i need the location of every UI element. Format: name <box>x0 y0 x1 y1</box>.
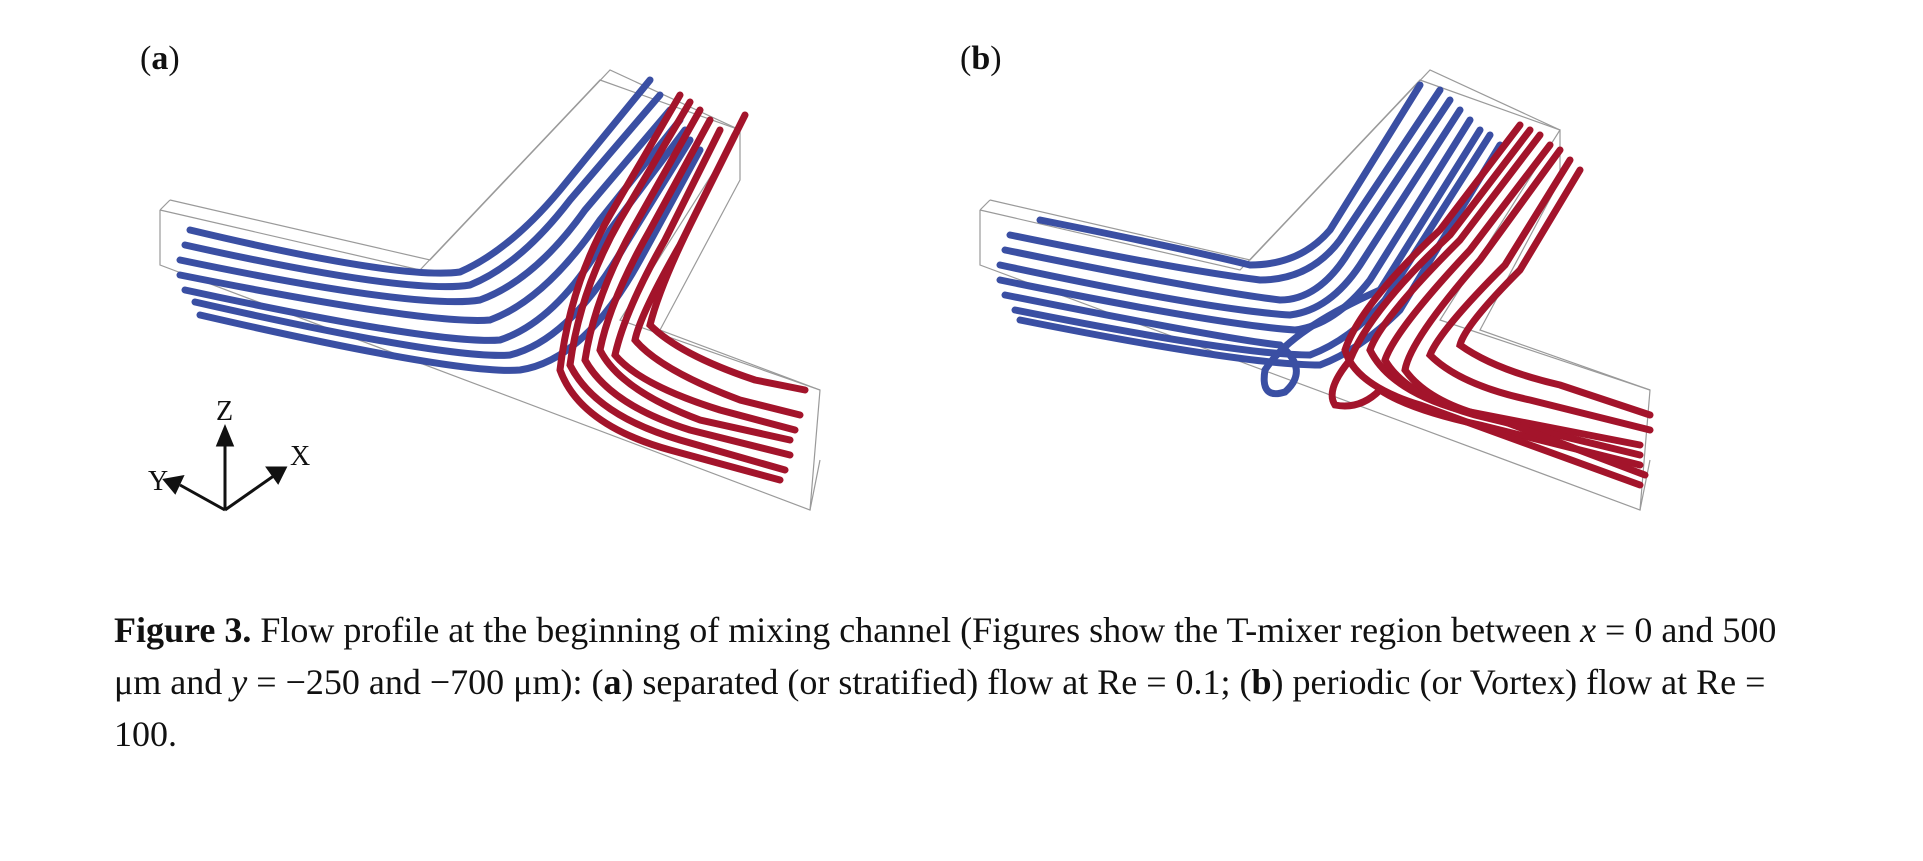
panel-a-streamlines: Z X Y <box>148 69 821 512</box>
panel-b-streamlines <box>979 69 1654 511</box>
z-arrow-icon <box>215 424 235 447</box>
x-arrow-icon <box>265 466 288 485</box>
axes-triad: Z X Y <box>148 396 310 512</box>
blue-streamlines <box>996 81 1504 398</box>
y-arrow-icon <box>162 475 185 495</box>
panel-label-a: (a) <box>140 40 180 77</box>
red-streamlines <box>1328 121 1654 489</box>
var-y: y <box>231 662 248 702</box>
panel-a: Z X Y (a) <box>140 40 900 570</box>
ref-b: b <box>1251 662 1272 702</box>
axis-label-x: X <box>290 441 310 472</box>
red-streamlines <box>556 91 809 484</box>
ref-a: a <box>603 662 622 702</box>
figure-caption: Figure 3. Flow profile at the beginning … <box>114 610 1777 754</box>
axis-label-y: Y <box>148 466 168 497</box>
var-x: x <box>1580 610 1597 650</box>
panel-b: (b) <box>960 40 1720 570</box>
axis-label-z: Z <box>216 396 233 427</box>
panel-label-b: (b) <box>960 40 1002 77</box>
figure-label: Figure 3. <box>114 610 252 650</box>
